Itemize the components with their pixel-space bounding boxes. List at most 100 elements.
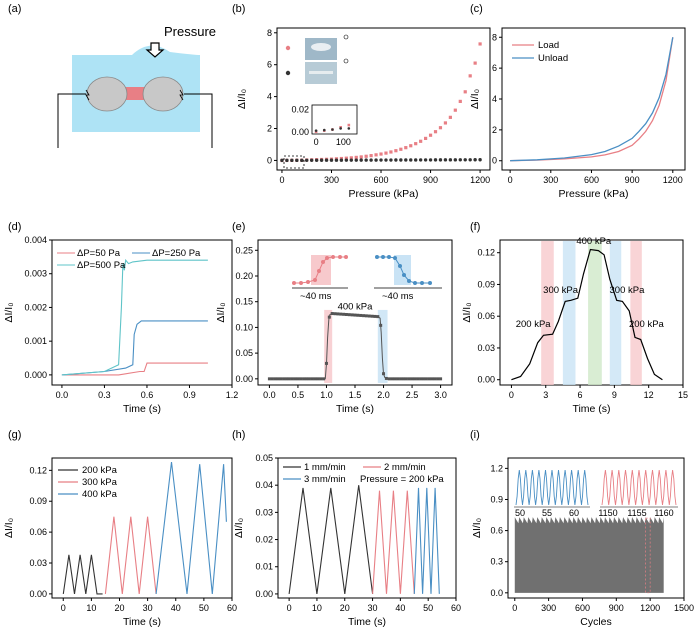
legend-label-1mm: 1 mm/min	[304, 462, 346, 473]
left-contact-icon	[85, 89, 90, 101]
inset-rise-line	[294, 256, 346, 284]
inset-late-tick-label: 1155	[627, 508, 646, 518]
data-point-dark	[290, 158, 294, 163]
data-point-red	[453, 108, 457, 112]
y-tick-label: 0.002	[24, 302, 47, 312]
photo-2-marker	[285, 70, 291, 76]
y-tick-label: 0	[267, 155, 272, 165]
inset-rise-point	[292, 281, 296, 285]
y-tick-label: 0	[492, 156, 497, 166]
panel-label-e: (e)	[232, 221, 245, 233]
data-point	[370, 314, 374, 318]
panel-label-f: (f)	[470, 221, 480, 233]
data-point-red	[438, 126, 443, 130]
data-point	[407, 377, 411, 381]
series-line-unload	[510, 37, 674, 162]
data-point	[399, 377, 403, 381]
data-point-dark	[428, 158, 433, 162]
x-tick-label: 0.0	[263, 390, 276, 400]
data-point-dark	[473, 158, 477, 162]
inset-fall-point	[381, 255, 385, 259]
x-tick-label: 10	[86, 603, 96, 613]
y-tick-label: 0.05	[255, 453, 273, 463]
x-tick-label: 300	[324, 175, 339, 185]
annotation-step-pressure: 300 kPa	[610, 285, 646, 296]
y-tick-label: 0.15	[235, 297, 253, 307]
inset-early-tick-label: 55	[542, 508, 552, 518]
x-tick-label: 0	[508, 175, 513, 185]
data-point	[322, 377, 326, 381]
data-point-dark	[314, 158, 319, 162]
step-shade-band	[562, 241, 576, 385]
data-point-red	[349, 156, 353, 160]
x-tick-label: 0.9	[183, 390, 196, 400]
y-tick-label: 0.00	[477, 375, 495, 385]
left-electrode-sphere	[86, 76, 128, 112]
data-point	[427, 377, 431, 381]
annotation-step-pressure: 200 kPa	[516, 319, 552, 330]
step-shade-band	[588, 241, 602, 385]
chart-h: 0 10 20 30 40 50 60 0.00 0.01 0.02 0.03 0.04 0.05 Tim…	[233, 453, 461, 628]
y-tick-label: 0.00	[235, 374, 253, 384]
y-tick-label: 8	[492, 32, 497, 42]
data-point	[342, 312, 346, 316]
y-tick-label: 0.3	[490, 557, 503, 567]
right-wire	[184, 93, 213, 148]
plot-frame	[51, 239, 233, 386]
x-tick-label: 6	[578, 390, 583, 400]
plot-frame	[276, 27, 491, 171]
pressure-arrow-icon	[145, 42, 165, 58]
data-point	[390, 377, 394, 381]
x-tick-label: 1.0	[320, 390, 333, 400]
y-tick-label: 4	[267, 92, 272, 102]
legend-label-500pa: ΔP=500 Pa	[77, 260, 126, 271]
data-point-dark	[404, 158, 408, 162]
data-point-dark	[339, 158, 344, 162]
data-point-dark	[329, 158, 334, 162]
inset-point-dark	[322, 128, 326, 132]
inset-rise-point	[344, 255, 348, 259]
annotation-step-pressure: 300 kPa	[543, 285, 579, 296]
chart-g: 0 10 20 30 40 50 60 0.00 0.03 0.06 0.09 0.12 Time (s…	[3, 457, 237, 628]
data-point-dark	[324, 158, 329, 162]
fall-shade	[377, 309, 388, 383]
y-tick-label: 0.6	[490, 526, 503, 536]
y-tick-label: 0.00	[255, 589, 273, 599]
data-point	[296, 377, 300, 381]
right-contact-icon	[179, 89, 184, 101]
x-tick-label: 300	[541, 603, 556, 613]
x-tick-label: 0	[509, 390, 514, 400]
data-point-dark	[359, 158, 363, 162]
data-point	[302, 377, 306, 381]
data-point	[336, 312, 340, 316]
data-point	[282, 377, 286, 381]
photo-1-marker	[285, 45, 291, 51]
inset-rise-point	[338, 255, 342, 259]
plot-frame	[507, 457, 685, 599]
data-point	[421, 377, 425, 381]
inset-y-tick-label: 0.00	[291, 127, 309, 137]
x-tick-label: 15	[678, 390, 688, 400]
y-tick-label: 0.06	[477, 311, 495, 321]
data-point-dark	[413, 158, 418, 162]
data-point-red	[433, 130, 438, 134]
inset-fall-point	[387, 255, 391, 259]
inset-fall-point	[375, 255, 379, 259]
data-point-dark	[394, 158, 398, 162]
data-point	[433, 377, 437, 381]
inset-point-red	[347, 123, 351, 127]
y-tick-label: 6	[492, 63, 497, 73]
plot-frame	[51, 457, 233, 599]
y-tick-label: 0.000	[24, 370, 47, 380]
data-point-dark	[433, 158, 438, 162]
y-tick-label: 0.03	[477, 343, 495, 353]
data-point-dark	[285, 158, 289, 163]
y-axis-label: ΔI/I₀	[236, 89, 248, 109]
data-point-dark	[280, 158, 284, 163]
x-axis-label: Cycles	[580, 616, 612, 628]
series-line-step	[511, 248, 663, 381]
inset-early-tick-label: 50	[515, 508, 525, 518]
data-point	[276, 377, 280, 381]
x-tick-label: 60	[227, 603, 237, 613]
inset-point-dark	[339, 127, 342, 130]
